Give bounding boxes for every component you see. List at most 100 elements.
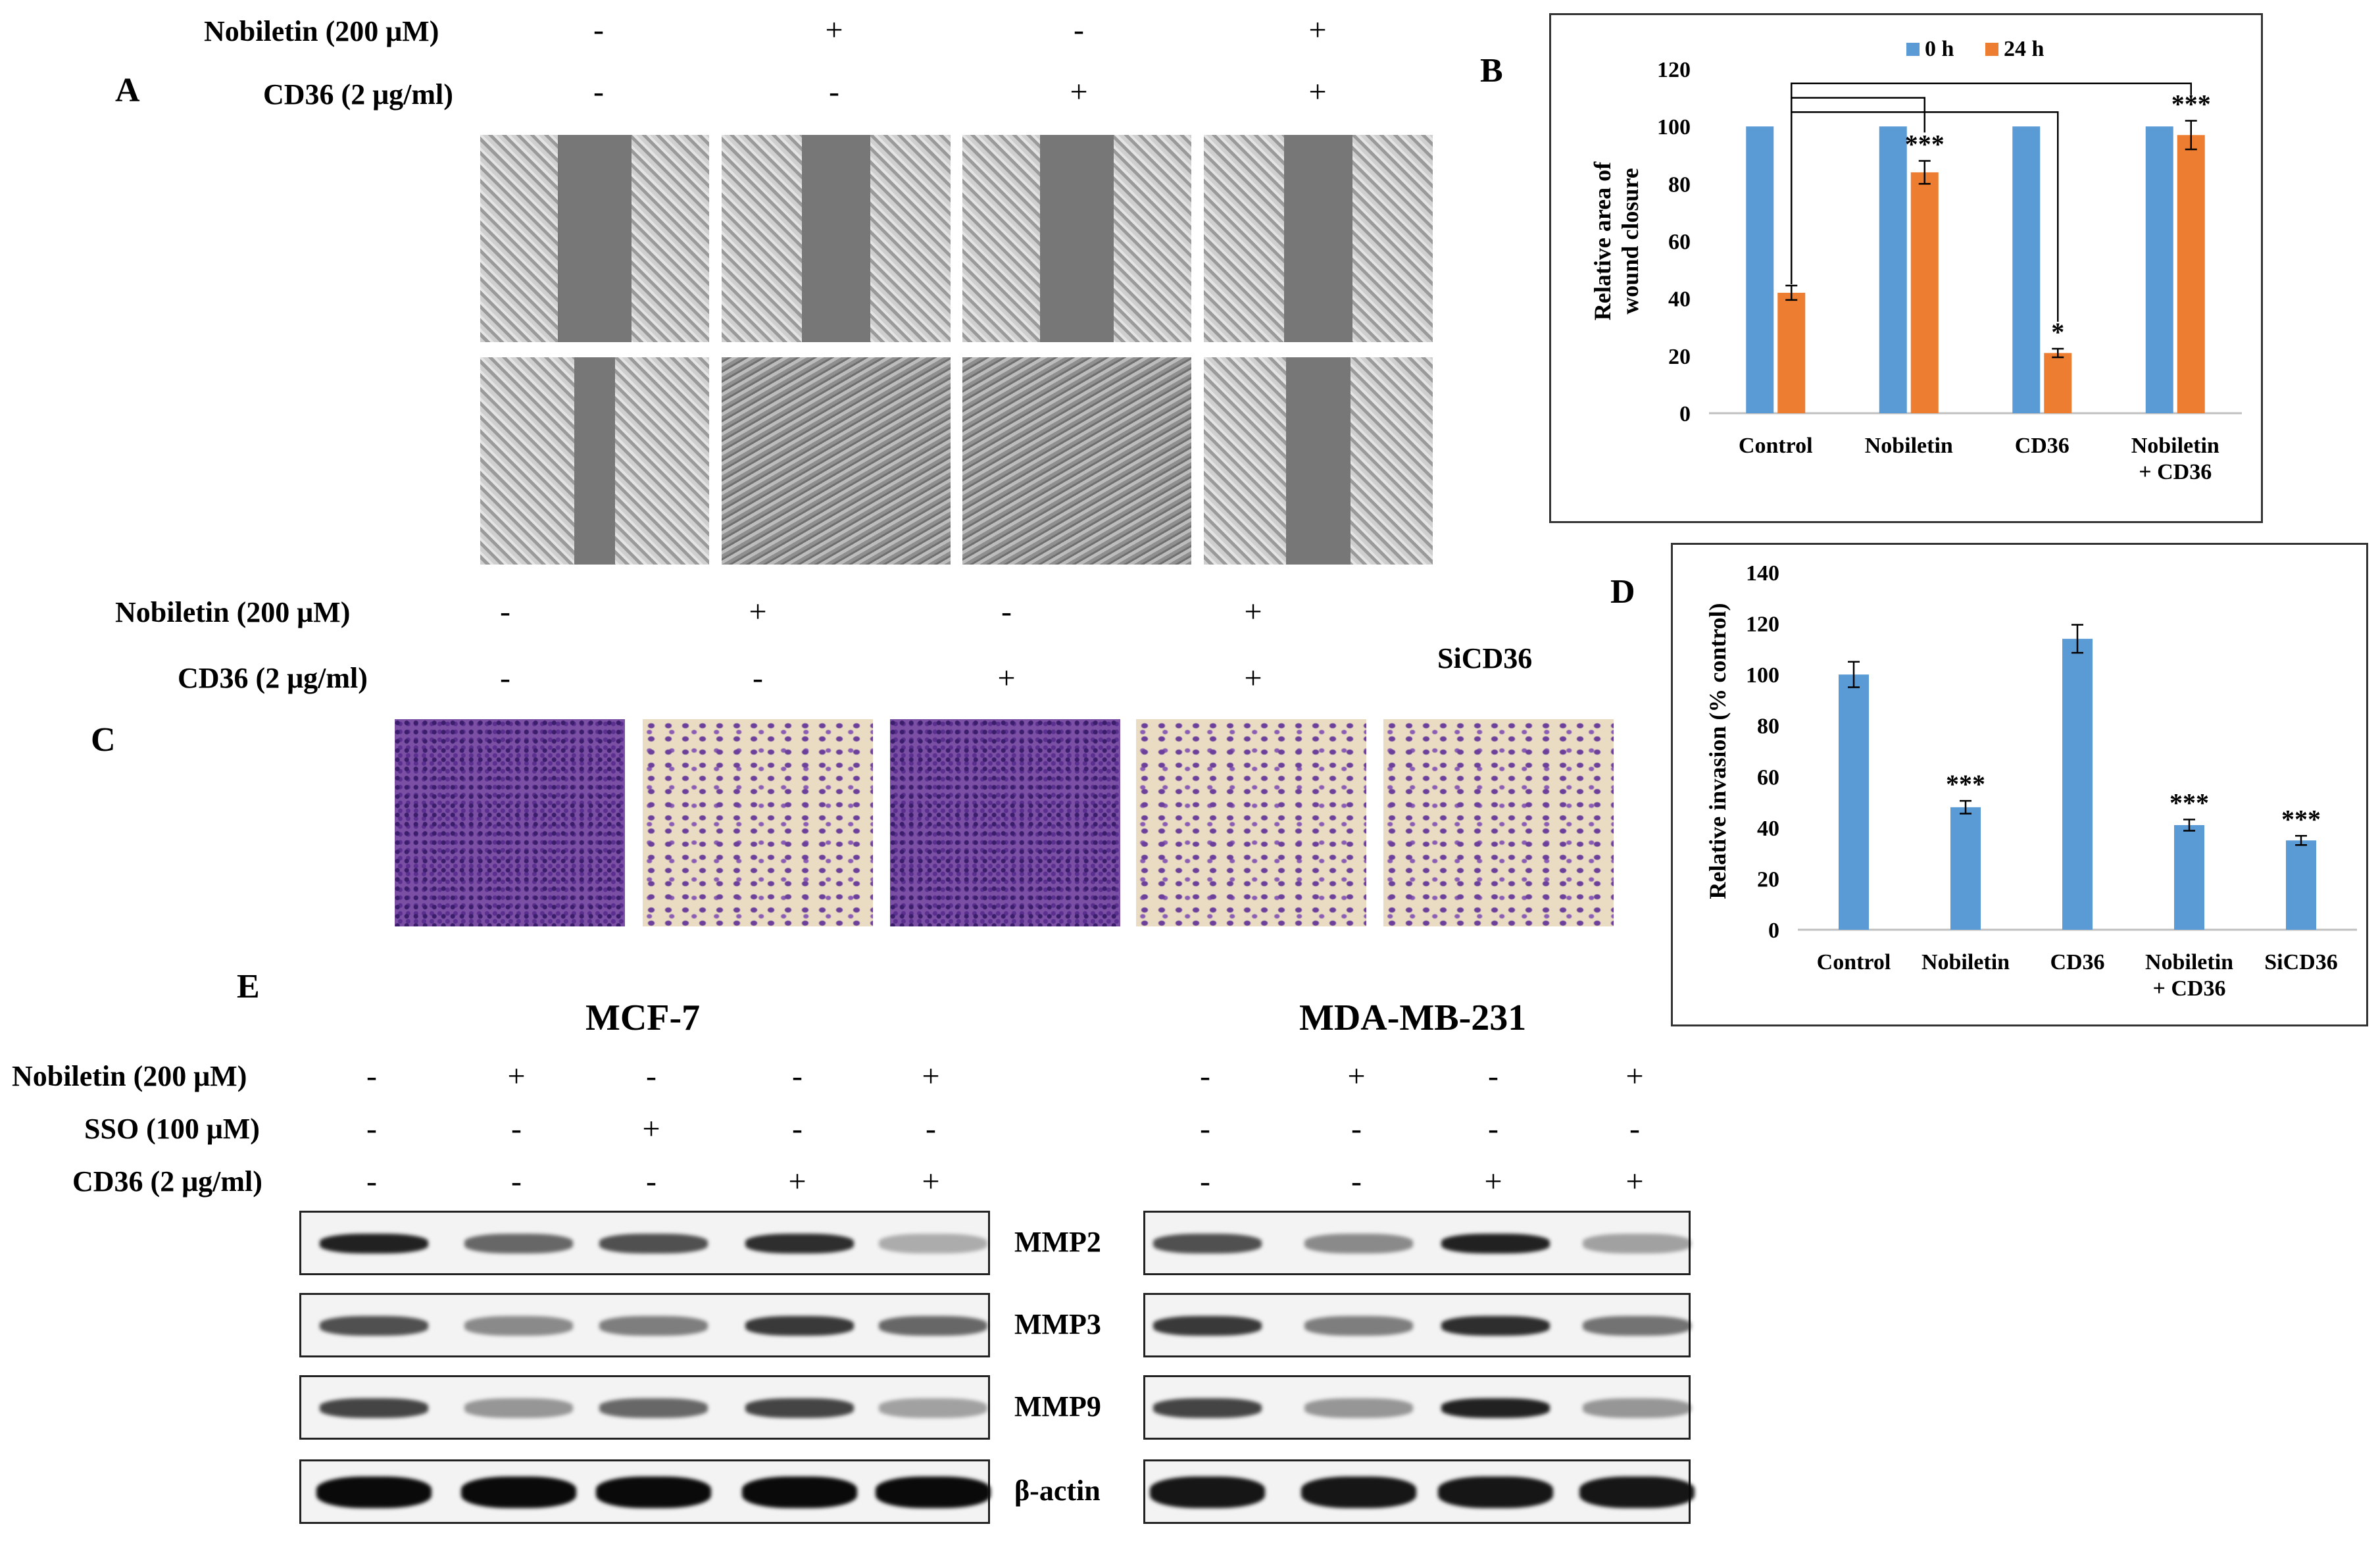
mcf7-sign: - [646, 1059, 657, 1094]
blot-band [1437, 1477, 1553, 1508]
panel-e-sso-label: SSO (100 μM) [84, 1113, 260, 1145]
panel-c-nobiletin-sign-3: - [1001, 594, 1012, 629]
panel-letter-c: C [91, 721, 116, 759]
panel-c-nobiletin-sign-1: - [500, 594, 510, 629]
blot-band [1149, 1477, 1265, 1508]
blot-band [1153, 1234, 1262, 1253]
bar [2012, 126, 2041, 413]
wound-gap [801, 135, 871, 342]
blot-band [1582, 1234, 1691, 1253]
panel-a-nobiletin-sign-2: + [825, 13, 843, 47]
y-tick-label: 20 [1757, 867, 1779, 892]
blot-band [875, 1477, 991, 1508]
mdamb231-sign: + [1484, 1164, 1502, 1199]
blot-band [745, 1316, 854, 1336]
category-label: Control [1817, 950, 1891, 974]
significance-marker: *** [2169, 788, 2209, 817]
panel-c-sicd36-label: SiCD36 [1437, 642, 1533, 674]
wound-image [1204, 357, 1433, 565]
blot-band [878, 1398, 987, 1418]
comparison-bracket [1791, 111, 2059, 322]
panel-e-cd36-label: CD36 (2 μg/ml) [72, 1165, 262, 1198]
mcf7-sign: + [507, 1059, 526, 1094]
chart-b-frame: 0 20 40 60 80 100 120 Relative area ofwound clo… [1549, 13, 2263, 523]
blot-band [464, 1316, 573, 1336]
wound-gap [574, 357, 616, 565]
mcf7-sign: + [788, 1164, 806, 1199]
category-label: Nobiletin + CD36 [2145, 950, 2233, 1001]
wound-image [962, 357, 1191, 565]
panel-a-nobiletin-sign-3: - [1074, 13, 1084, 47]
blot-label-beta-actin: β-actin [1014, 1475, 1101, 1507]
bar [2177, 135, 2205, 413]
bar [2062, 638, 2093, 930]
legend-swatch [1906, 43, 1920, 56]
wound-gap [1283, 135, 1353, 342]
legend-label: 24 h [2004, 37, 2045, 61]
blot-band [1582, 1398, 1691, 1418]
mdamb231-sign: - [1200, 1164, 1210, 1199]
mdamb231-blot-mmp9 [1143, 1375, 1691, 1440]
blot-band [599, 1398, 708, 1418]
blot-band [1304, 1234, 1413, 1253]
y-axis-label: Relative area ofwound closure [1589, 161, 1643, 320]
blot-label-mmp3: MMP3 [1014, 1308, 1101, 1340]
category-label: Nobiletin [1921, 950, 2010, 974]
y-tick-label: 120 [1746, 613, 1779, 637]
mcf7-title: MCF-7 [585, 998, 701, 1038]
wound-image [962, 135, 1191, 342]
blot-label-mmp9: MMP9 [1014, 1390, 1101, 1423]
blot-band [464, 1398, 573, 1418]
wound-image [1204, 135, 1433, 342]
bar [1879, 126, 1907, 413]
chart-b-svg: 0 20 40 60 80 100 120 Relative area ofwound clo… [1589, 37, 2242, 484]
blot-band [1304, 1316, 1413, 1336]
bar [2286, 840, 2316, 930]
panel-c-cd36-sign-1: - [500, 661, 510, 695]
panel-c-nobiletin-sign-2: + [749, 594, 767, 629]
mdamb231-blot-beta-actin [1143, 1459, 1695, 1524]
blot-band [319, 1234, 428, 1253]
mdamb231-sign: + [1625, 1059, 1644, 1094]
bar [1839, 674, 1869, 930]
panel-a-nobiletin-sign-4: + [1308, 13, 1327, 47]
y-tick-label: 80 [1668, 172, 1691, 197]
blot-band [1441, 1398, 1550, 1418]
wound-gap [558, 135, 632, 342]
wound-image [480, 357, 709, 565]
mcf7-sign: - [366, 1111, 377, 1146]
wound-image [722, 135, 951, 342]
mcf7-sign: - [792, 1059, 803, 1094]
comparison-bracket [1791, 82, 2192, 284]
blot-band [319, 1398, 428, 1418]
category-label: Control [1739, 434, 1813, 458]
y-tick-label: 80 [1757, 715, 1779, 739]
mcf7-sign: - [511, 1111, 522, 1146]
y-tick-label: 0 [1679, 402, 1691, 426]
category-label: Nobiletin + CD36 [2131, 434, 2219, 484]
y-axis-label: Relative invasion (% control) [1704, 603, 1731, 899]
wound-image [480, 135, 709, 342]
panel-a-cd36-sign-4: + [1308, 74, 1327, 109]
wound-gap [1286, 357, 1351, 565]
invasion-image [890, 719, 1120, 926]
blot-band [1579, 1477, 1695, 1508]
mcf7-blot-mmp2 [299, 1211, 990, 1275]
mdamb231-sign: - [1200, 1059, 1210, 1094]
bar [1950, 807, 1981, 930]
mcf7-sign: - [926, 1111, 936, 1146]
panel-c-cd36-sign-3: + [997, 661, 1016, 695]
blot-band [878, 1234, 987, 1253]
y-tick-label: 0 [1768, 919, 1779, 943]
y-tick-label: 60 [1757, 765, 1779, 790]
panel-letter-b: B [1480, 52, 1503, 89]
blot-band [1153, 1316, 1262, 1336]
y-tick-label: 100 [1746, 663, 1779, 688]
blot-band [464, 1234, 573, 1253]
mdamb231-sign: - [1351, 1164, 1362, 1199]
mcf7-blot-mmp9 [299, 1375, 990, 1440]
mdamb231-sign: - [1200, 1111, 1210, 1146]
blot-band [741, 1477, 857, 1508]
category-label: CD36 [2050, 950, 2104, 974]
panel-letter-a: A [115, 72, 140, 109]
